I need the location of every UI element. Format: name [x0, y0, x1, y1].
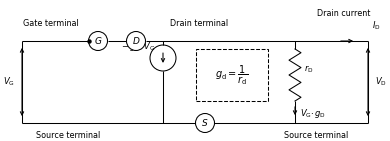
Circle shape: [195, 114, 214, 133]
Text: Drain terminal: Drain terminal: [170, 19, 228, 28]
Circle shape: [126, 31, 145, 50]
Text: Drain current: Drain current: [317, 8, 370, 17]
Circle shape: [89, 31, 108, 50]
Text: $-\,g_{\mathregular{m}}{\cdot}V_{\mathregular{G}}$: $-\,g_{\mathregular{m}}{\cdot}V_{\mathre…: [121, 40, 155, 53]
Text: G: G: [94, 37, 101, 46]
Text: $V_{\mathregular{G}}$: $V_{\mathregular{G}}$: [3, 76, 15, 88]
Text: D: D: [133, 37, 140, 46]
Text: Source terminal: Source terminal: [36, 131, 100, 139]
Text: $V_{\mathregular{G}}{\cdot}\,g_{\mathregular{D}}$: $V_{\mathregular{G}}{\cdot}\,g_{\mathreg…: [300, 107, 326, 121]
Text: S: S: [202, 118, 208, 127]
Text: $V_{\mathregular{D}}$: $V_{\mathregular{D}}$: [375, 76, 387, 88]
Text: Gate terminal: Gate terminal: [23, 19, 79, 28]
Bar: [196, 49, 268, 101]
Text: $g_\mathregular{d}=\dfrac{1}{r_\mathregular{d}}$: $g_\mathregular{d}=\dfrac{1}{r_\mathregu…: [215, 63, 249, 87]
Text: $I_{\mathregular{D}}$: $I_{\mathregular{D}}$: [372, 20, 381, 32]
Text: $r_{\mathregular{D}}$: $r_{\mathregular{D}}$: [304, 63, 314, 75]
Text: Source terminal: Source terminal: [284, 131, 348, 139]
